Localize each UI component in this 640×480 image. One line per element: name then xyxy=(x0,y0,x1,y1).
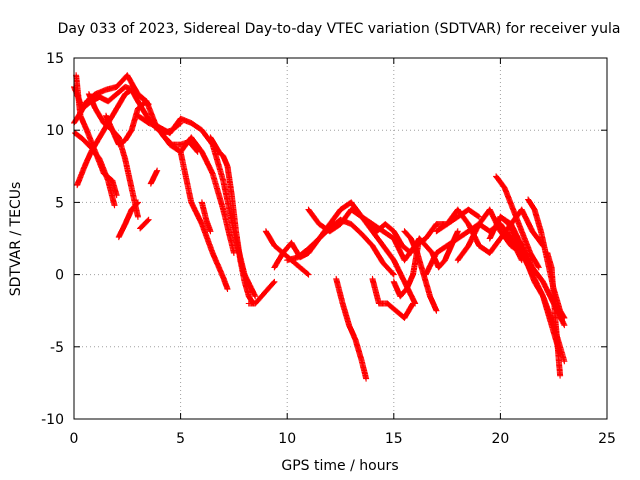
x-tick-label: 15 xyxy=(385,431,403,447)
data-series-arc-13 xyxy=(177,148,231,293)
chart-title: Day 033 of 2023, Sidereal Day-to-day VTE… xyxy=(58,21,621,37)
y-tick-label: 10 xyxy=(46,123,64,139)
data-series-arc-16 xyxy=(245,278,278,307)
y-axis-label: SDTVAR / TECUs xyxy=(8,182,24,297)
data-point-markers xyxy=(156,127,237,256)
data-point-markers xyxy=(333,275,370,382)
x-tick-label: 5 xyxy=(176,431,185,447)
data-points xyxy=(71,72,568,382)
y-tick-label: -10 xyxy=(41,412,64,428)
data-point-markers xyxy=(245,278,278,307)
data-series-arc-21 xyxy=(333,275,370,382)
data-series-arc-15 xyxy=(207,134,257,307)
data-series-arc-10 xyxy=(147,167,161,187)
y-tick-label: 5 xyxy=(55,195,64,211)
x-tick-label: 0 xyxy=(70,431,79,447)
x-tick-label: 25 xyxy=(598,431,616,447)
data-point-markers xyxy=(369,275,416,321)
data-point-markers xyxy=(497,213,564,358)
data-series-arc-9 xyxy=(137,216,152,232)
x-axis-label: GPS time / hours xyxy=(281,458,398,474)
data-series-arc-33 xyxy=(544,249,564,379)
data-series-arc-31 xyxy=(497,213,564,358)
data-point-markers xyxy=(284,216,397,278)
y-tick-label: 15 xyxy=(46,51,64,67)
data-point-markers xyxy=(177,148,231,293)
y-tick-label: -5 xyxy=(50,340,64,356)
data-point-markers xyxy=(207,134,257,307)
data-point-markers xyxy=(147,167,161,187)
data-point-markers xyxy=(115,199,141,241)
axis-ticks: 0 5 10 15 20 25 -10 -5 0 5 10 15 xyxy=(41,51,616,447)
data-series-arc-4 xyxy=(73,72,120,199)
data-series-arc-19 xyxy=(284,216,397,278)
data-point-markers xyxy=(198,199,214,235)
data-point-markers xyxy=(137,216,152,232)
y-tick-label: 0 xyxy=(55,268,64,284)
data-series-arc-12 xyxy=(156,127,237,256)
data-point-markers xyxy=(73,72,120,199)
data-series-arc-23 xyxy=(369,275,416,321)
plot-frame xyxy=(73,57,608,420)
data-series-arc-8 xyxy=(115,199,141,241)
x-tick-label: 20 xyxy=(491,431,509,447)
data-point-markers xyxy=(544,249,564,379)
data-point-markers xyxy=(493,173,542,271)
data-series-arc-30 xyxy=(493,173,542,271)
data-series-arc-14 xyxy=(198,199,214,235)
x-tick-label: 10 xyxy=(278,431,296,447)
